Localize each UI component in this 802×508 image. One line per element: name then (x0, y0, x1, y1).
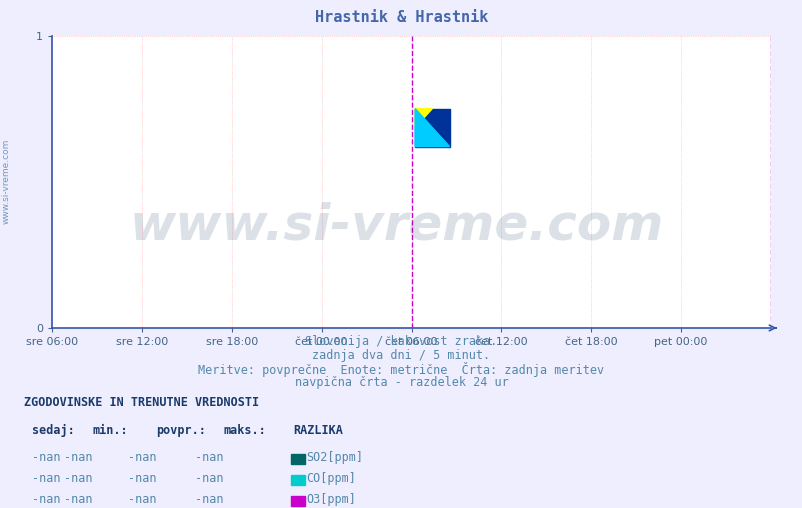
Text: -nan: -nan (32, 472, 60, 485)
Bar (415, 109, 449, 147)
Text: -nan: -nan (128, 472, 156, 485)
Text: -nan: -nan (32, 493, 60, 506)
Text: RAZLIKA: RAZLIKA (293, 424, 342, 437)
Text: -nan: -nan (64, 493, 92, 506)
Text: -nan: -nan (64, 472, 92, 485)
Text: -nan: -nan (195, 451, 223, 464)
Text: -nan: -nan (128, 493, 156, 506)
Text: -nan: -nan (195, 493, 223, 506)
Text: maks.:: maks.: (223, 424, 265, 437)
Text: ZGODOVINSKE IN TRENUTNE VREDNOSTI: ZGODOVINSKE IN TRENUTNE VREDNOSTI (24, 396, 259, 409)
Text: -nan: -nan (64, 451, 92, 464)
Text: sedaj:: sedaj: (32, 424, 75, 437)
Text: navpična črta - razdelek 24 ur: navpična črta - razdelek 24 ur (294, 375, 508, 389)
Text: O3[ppm]: O3[ppm] (306, 493, 356, 506)
Text: Slovenija / kakovost zraka.: Slovenija / kakovost zraka. (305, 335, 497, 348)
Text: www.si-vreme.com: www.si-vreme.com (130, 202, 663, 249)
Text: CO[ppm]: CO[ppm] (306, 472, 356, 485)
Text: min.:: min.: (92, 424, 128, 437)
Text: -nan: -nan (195, 472, 223, 485)
Text: Meritve: povprečne  Enote: metrične  Črta: zadnja meritev: Meritve: povprečne Enote: metrične Črta:… (198, 362, 604, 377)
Polygon shape (415, 109, 449, 147)
Text: Hrastnik & Hrastnik: Hrastnik & Hrastnik (314, 10, 488, 25)
Text: zadnja dva dni / 5 minut.: zadnja dva dni / 5 minut. (312, 348, 490, 362)
Polygon shape (415, 109, 431, 128)
Text: -nan: -nan (128, 451, 156, 464)
Text: www.si-vreme.com: www.si-vreme.com (2, 139, 11, 225)
Text: -nan: -nan (32, 451, 60, 464)
Text: SO2[ppm]: SO2[ppm] (306, 451, 363, 464)
Text: povpr.:: povpr.: (156, 424, 206, 437)
